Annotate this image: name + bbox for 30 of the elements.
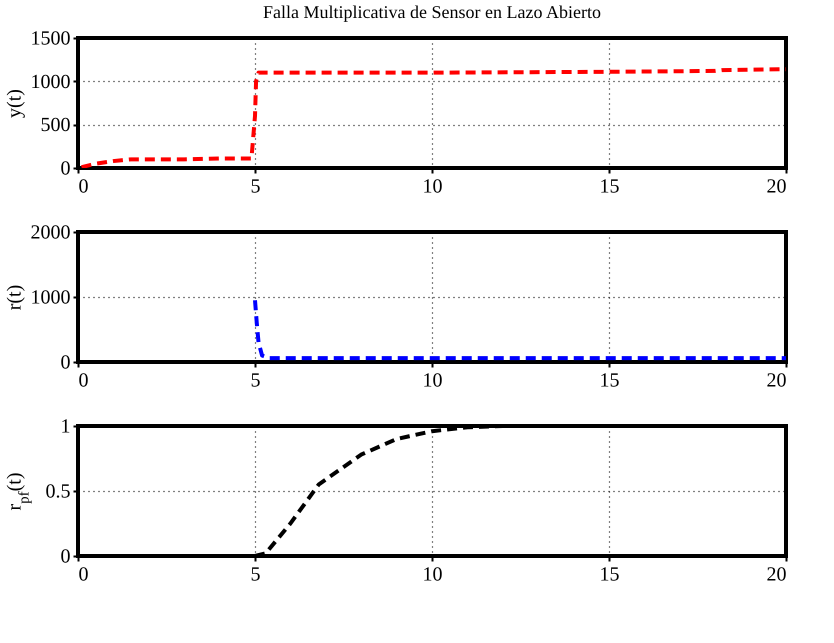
y-axis-title: r(t) bbox=[4, 284, 26, 310]
y-tick-label: 1500 bbox=[30, 28, 70, 50]
x-tick-label: 15 bbox=[600, 176, 620, 198]
y-tick-label: 0 bbox=[60, 158, 70, 180]
x-tick-label: 15 bbox=[600, 564, 620, 586]
x-tick-label: 10 bbox=[422, 370, 442, 392]
x-tick-label: 20 bbox=[766, 564, 786, 586]
line-series bbox=[253, 298, 786, 360]
x-tick-label: 5 bbox=[250, 176, 260, 198]
chart-title: Falla Multiplicativa de Sensor en Lazo Abierto bbox=[263, 2, 601, 22]
y-tick-label: 500 bbox=[40, 114, 70, 136]
x-tick-label: 20 bbox=[766, 370, 786, 392]
x-tick-label: 10 bbox=[422, 564, 442, 586]
y-axis-title: y(t) bbox=[4, 89, 26, 118]
x-tick-label: 0 bbox=[78, 564, 88, 586]
y-tick-label: 1000 bbox=[30, 70, 70, 93]
x-tick-label: 0 bbox=[78, 176, 88, 198]
x-tick-label: 15 bbox=[600, 370, 620, 392]
y-tick-label: 0 bbox=[60, 352, 70, 374]
y-tick-label: 1000 bbox=[30, 286, 70, 308]
x-tick-label: 5 bbox=[250, 370, 260, 392]
y-tick-label: 0.5 bbox=[46, 480, 70, 502]
x-tick-label: 10 bbox=[422, 176, 442, 198]
x-tick-label: 0 bbox=[78, 370, 88, 392]
y-tick-label: 1 bbox=[60, 416, 70, 438]
x-tick-label: 20 bbox=[766, 176, 786, 198]
y-tick-label: 0 bbox=[60, 546, 70, 568]
line-series bbox=[80, 67, 786, 168]
x-tick-label: 5 bbox=[250, 564, 260, 586]
y-tick-label: 2000 bbox=[30, 222, 70, 244]
